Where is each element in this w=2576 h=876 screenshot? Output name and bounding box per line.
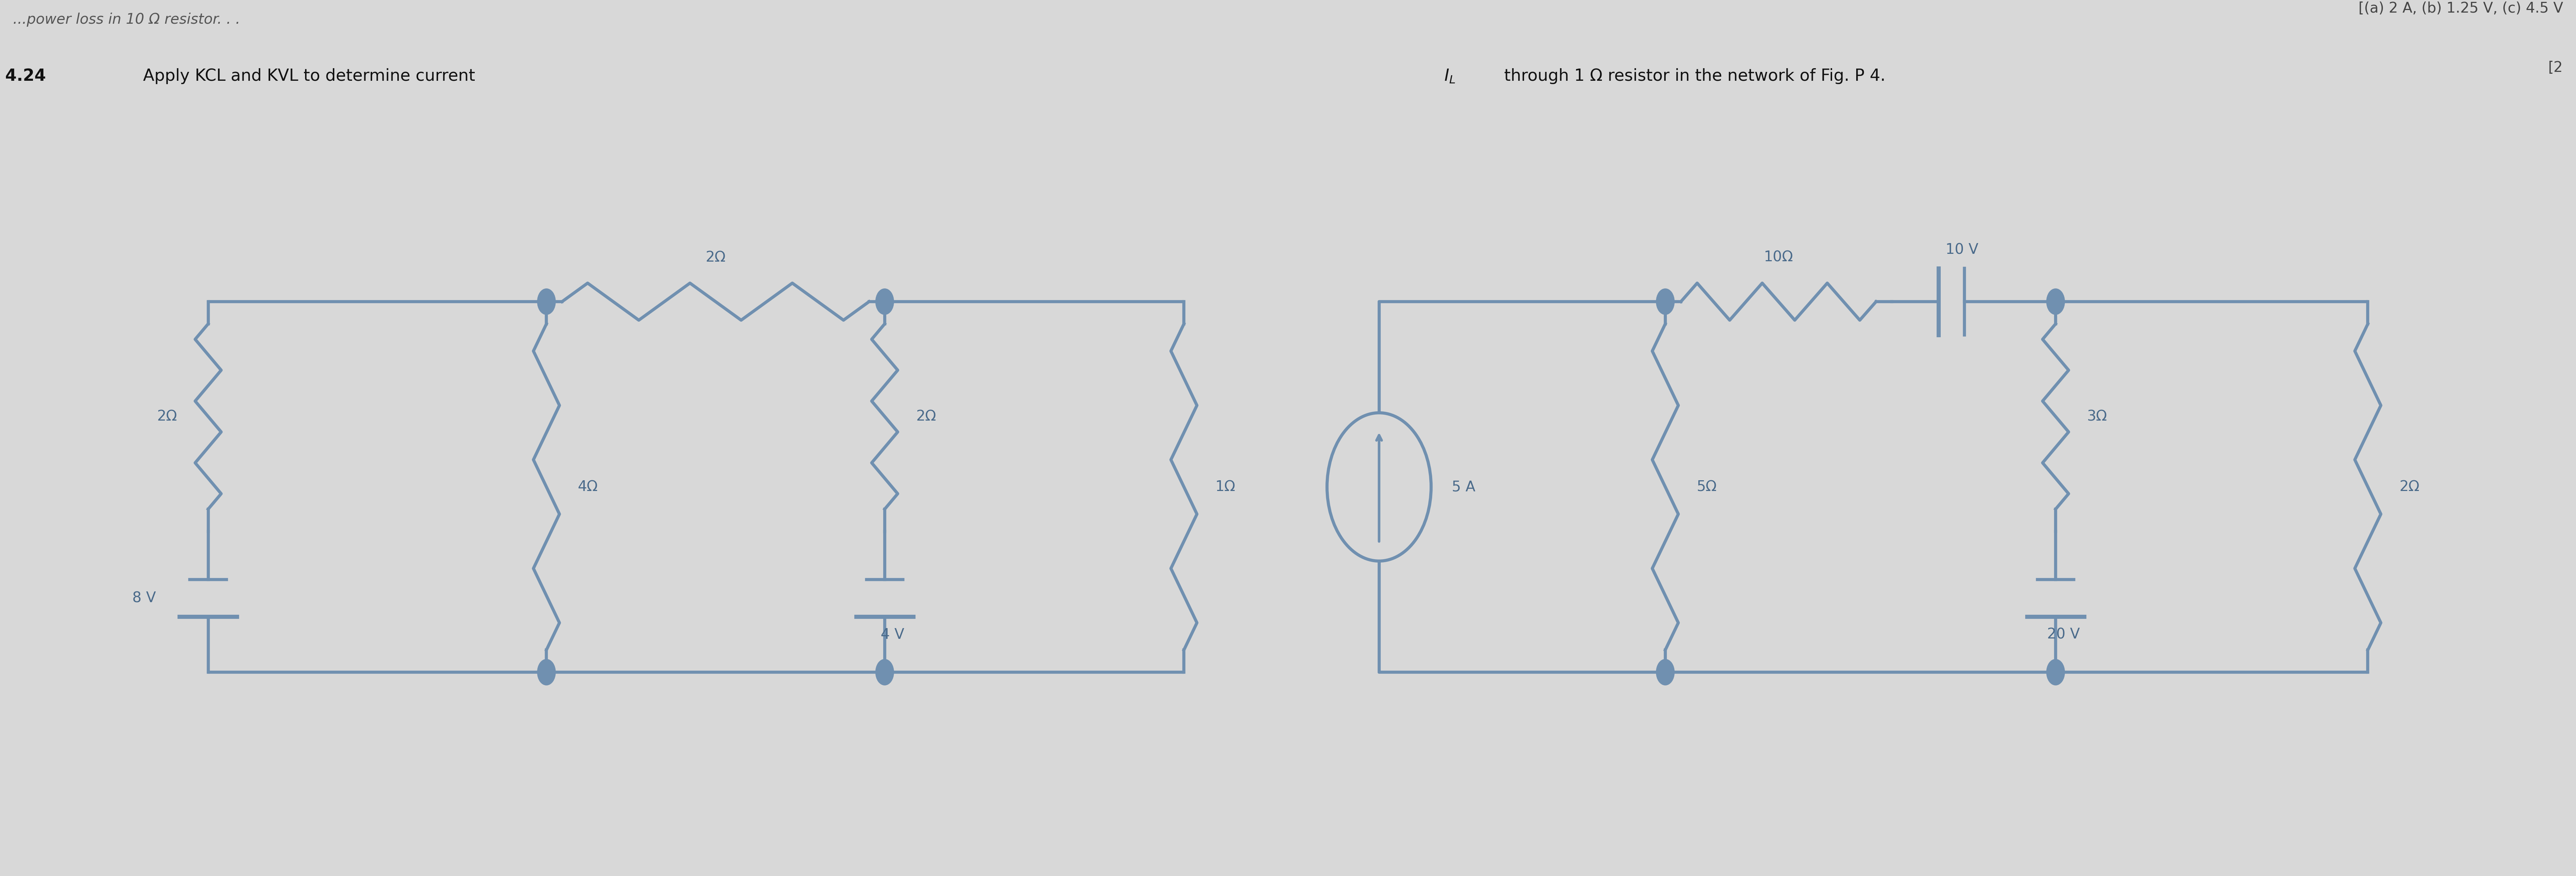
Text: 4 V: 4 V — [881, 628, 904, 642]
Text: 8 V: 8 V — [131, 591, 157, 605]
Text: 2Ω: 2Ω — [917, 409, 935, 424]
Circle shape — [876, 660, 894, 685]
Text: [2: [2 — [2548, 60, 2563, 74]
Circle shape — [538, 660, 556, 685]
Text: ...power loss in 10 Ω resistor. . .: ...power loss in 10 Ω resistor. . . — [13, 12, 240, 26]
Circle shape — [1656, 660, 1674, 685]
Circle shape — [876, 289, 894, 314]
Circle shape — [1656, 289, 1674, 314]
Text: 4Ω: 4Ω — [577, 480, 598, 494]
Text: $I_L$: $I_L$ — [1445, 68, 1455, 85]
Text: 2Ω: 2Ω — [706, 251, 726, 265]
Text: 4.24: 4.24 — [5, 68, 46, 84]
Text: 1Ω: 1Ω — [1216, 480, 1236, 494]
Text: [(a) 2 A, (b) 1.25 V, (c) 4.5 V: [(a) 2 A, (b) 1.25 V, (c) 4.5 V — [2357, 2, 2563, 16]
Text: through 1 Ω resistor in the network of Fig. P 4.: through 1 Ω resistor in the network of F… — [1499, 68, 1886, 84]
Text: 3Ω: 3Ω — [2087, 409, 2107, 424]
Text: 10Ω: 10Ω — [1765, 251, 1793, 265]
Circle shape — [2045, 660, 2066, 685]
Text: 2Ω: 2Ω — [2398, 480, 2419, 494]
Text: 5Ω: 5Ω — [1698, 480, 1716, 494]
Text: 20 V: 20 V — [2048, 628, 2079, 642]
Circle shape — [2045, 289, 2066, 314]
Text: 2Ω: 2Ω — [157, 409, 178, 424]
Circle shape — [538, 289, 556, 314]
Text: 5 A: 5 A — [1453, 480, 1476, 494]
Text: Apply KCL and KVL to determine current: Apply KCL and KVL to determine current — [144, 68, 482, 84]
Text: 10 V: 10 V — [1945, 243, 1978, 258]
